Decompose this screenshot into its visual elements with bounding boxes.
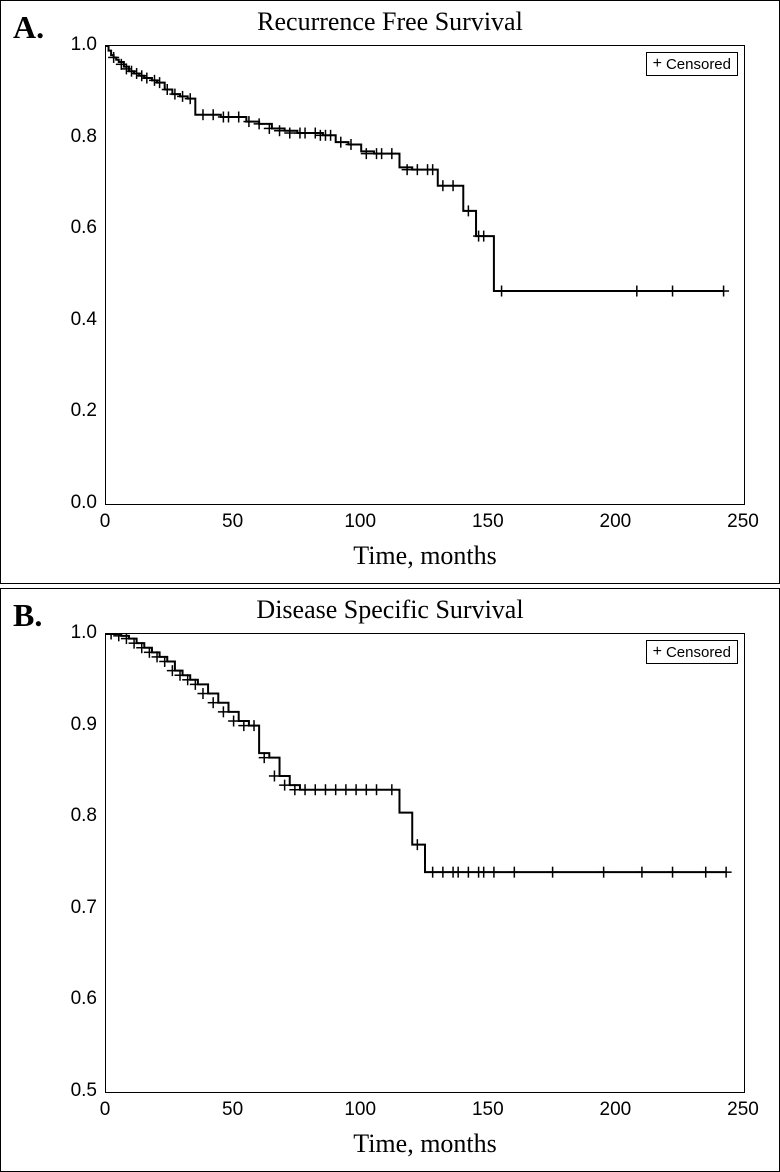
ytick-label: 0.5: [57, 1080, 97, 1102]
panel-b-yticks: 0.50.60.70.80.91.0: [57, 633, 101, 1093]
xtick-label: 0: [100, 1099, 111, 1121]
ytick-label: 1.0: [57, 622, 97, 644]
xtick-label: 0: [100, 511, 111, 533]
panel-a: A. Recurrence Free Survival Survival pro…: [0, 0, 780, 584]
ytick-label: 0.8: [57, 805, 97, 827]
panel-a-title: Recurrence Free Survival: [1, 7, 779, 37]
panel-a-yticks: 0.00.20.40.60.81.0: [57, 45, 101, 505]
xtick-label: 150: [472, 1099, 504, 1121]
xtick-label: 200: [600, 511, 632, 533]
xtick-label: 100: [344, 511, 376, 533]
xtick-label: 50: [222, 1099, 243, 1121]
xtick-label: 50: [222, 511, 243, 533]
xtick-label: 200: [600, 1099, 632, 1121]
panel-b-plot: + Censored: [105, 633, 745, 1093]
panel-a-plot: + Censored: [105, 45, 745, 505]
ytick-label: 1.0: [57, 34, 97, 56]
ytick-label: 0.6: [57, 217, 97, 239]
ytick-label: 0.8: [57, 126, 97, 148]
panel-a-curve: [106, 46, 744, 504]
panel-b: B. Disease Specific Survival Survival pr…: [0, 588, 780, 1172]
ytick-label: 0.6: [57, 988, 97, 1010]
panel-a-xticks: 050100150200250: [105, 507, 745, 537]
panel-b-xticks: 050100150200250: [105, 1095, 745, 1125]
xtick-label: 100: [344, 1099, 376, 1121]
panel-b-xlabel: Time, months: [105, 1129, 745, 1159]
ytick-label: 0.2: [57, 400, 97, 422]
xtick-label: 250: [727, 1099, 759, 1121]
ytick-label: 0.7: [57, 897, 97, 919]
figure-container: A. Recurrence Free Survival Survival pro…: [0, 0, 780, 1172]
ytick-label: 0.4: [57, 309, 97, 331]
ytick-label: 0.0: [57, 492, 97, 514]
panel-b-title: Disease Specific Survival: [1, 595, 779, 625]
xtick-label: 250: [727, 511, 759, 533]
panel-b-curve: [106, 634, 744, 1092]
ytick-label: 0.9: [57, 714, 97, 736]
xtick-label: 150: [472, 511, 504, 533]
panel-a-xlabel: Time, months: [105, 541, 745, 571]
